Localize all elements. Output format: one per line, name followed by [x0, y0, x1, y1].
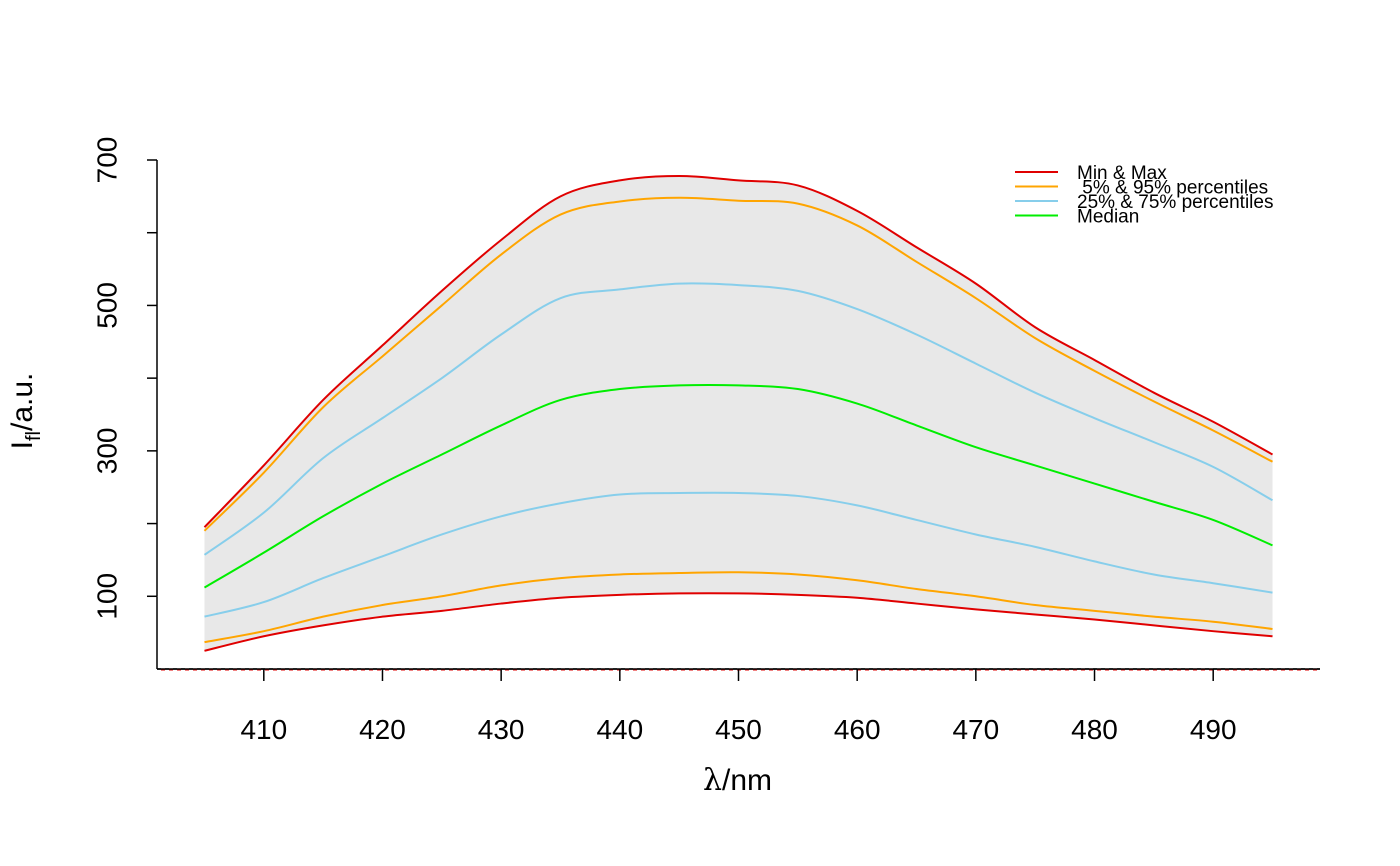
x-tick-label: 410 [240, 714, 287, 745]
min-max-band [204, 176, 1273, 651]
y-axis-title: Ifl/a.u. [6, 373, 45, 450]
series-line-7 [204, 592, 1273, 652]
x-tick-label: 420 [359, 714, 406, 745]
x-axis-title-symbol: λ [703, 763, 722, 798]
band-layer [204, 176, 1273, 651]
x-tick-label: 470 [952, 714, 999, 745]
x-tick-label: 480 [1071, 714, 1118, 745]
series-line-2 [203, 196, 1273, 532]
x-tick-label: 430 [478, 714, 525, 745]
series-line-6 [204, 571, 1273, 644]
y-axis-title-unit: /a.u. [6, 373, 39, 431]
axes-layer: 100 300 500 700 410 420 430 440 450 460 470 480 490 [91, 137, 1320, 745]
series-line-4 [203, 383, 1273, 589]
x-axis-title-unit: /nm [722, 764, 772, 797]
y-tick-label: 700 [91, 137, 122, 184]
legend-label: Median [1077, 207, 1139, 228]
series-line-5 [204, 491, 1273, 618]
legend-label: 5% & 95% percentiles [1077, 178, 1268, 199]
series-layer [203, 174, 1274, 652]
y-axis-title-subscript: fl [23, 431, 45, 441]
x-axis-title: λ/nm [703, 763, 772, 798]
x-tick-label: 490 [1190, 714, 1237, 745]
x-tick-label: 450 [715, 714, 762, 745]
x-tick-label: 460 [834, 714, 881, 745]
legend-label: 25% & 75% percentiles [1077, 192, 1273, 213]
series-line-1 [203, 174, 1274, 528]
y-axis-title-symbol: I [6, 441, 39, 449]
y-tick-label: 500 [91, 282, 122, 329]
series-line-3 [203, 282, 1274, 556]
x-tick-label: 440 [596, 714, 643, 745]
y-tick-label: 100 [91, 573, 122, 620]
y-tick-label: 300 [91, 427, 122, 474]
legend-label: Min & Max [1077, 163, 1167, 184]
